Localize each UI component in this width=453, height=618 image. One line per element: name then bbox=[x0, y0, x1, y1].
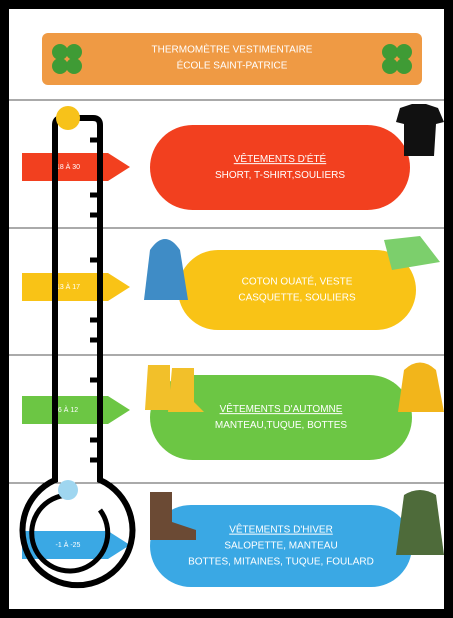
band-text: CASQUETTE, SOULIERS bbox=[238, 293, 356, 304]
range-label: 13 À 17 bbox=[56, 282, 80, 291]
range-label: -1 À -25 bbox=[56, 540, 81, 549]
band-text: SHORT, T-SHIRT,SOULIERS bbox=[215, 170, 345, 181]
header-title: THERMOMÈTRE VESTIMENTAIRE bbox=[152, 43, 313, 56]
band-pill bbox=[150, 125, 410, 210]
band-pill bbox=[178, 250, 416, 330]
header-subtitle: ÉCOLE SAINT-PATRICE bbox=[177, 59, 288, 72]
ice-icon bbox=[58, 480, 78, 500]
range-label: 6 À 12 bbox=[58, 405, 78, 414]
band-text: BOTTES, MITAINES, TUQUE, FOULARD bbox=[188, 557, 374, 568]
header-box bbox=[42, 33, 422, 85]
band-title: VÊTEMENTS D'AUTOMNE bbox=[220, 402, 343, 415]
band-title: VÊTEMENTS D'HIVER bbox=[229, 523, 333, 536]
sun-icon bbox=[56, 106, 80, 130]
band-text: COTON OUATÉ, VESTE bbox=[242, 275, 353, 288]
range-label: 18 À 30 bbox=[56, 162, 80, 171]
poster: THERMOMÈTRE VESTIMENTAIRE ÉCOLE SAINT-PA… bbox=[0, 0, 453, 618]
band-title: VÊTEMENTS D'ÉTÉ bbox=[234, 152, 327, 165]
band-text: MANTEAU,TUQUE, BOTTES bbox=[215, 420, 348, 431]
band-text: SALOPETTE, MANTEAU bbox=[224, 541, 337, 552]
